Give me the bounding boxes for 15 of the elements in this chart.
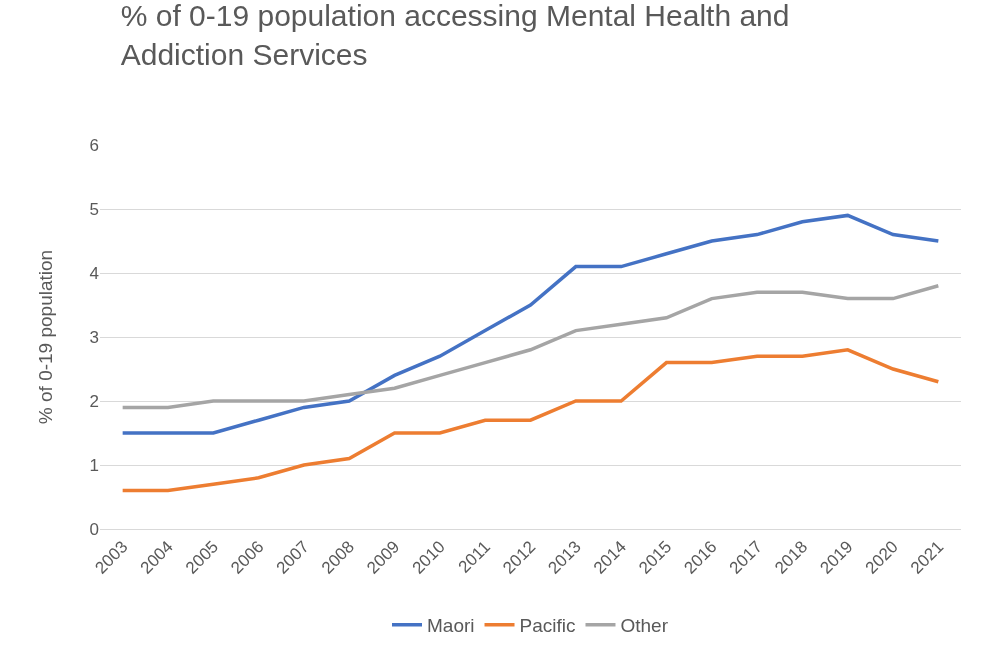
y-axis-title: % of 0-19 population [35,249,56,425]
y-tick-label: 2 [89,391,99,411]
legend-label: Pacific [519,615,576,637]
y-tick-label: 0 [89,519,99,539]
line-series [120,348,941,493]
legend-label: Maori [427,615,475,637]
y-tick-label: 4 [89,263,99,283]
y-tick-label: 5 [89,199,99,219]
legend-label: Other [620,615,669,637]
line-series [120,284,941,410]
y-tick-label: 1 [89,455,99,475]
y-tick-label: 6 [89,135,99,155]
line-series [120,213,941,435]
chart-title: % of 0-19 population accessing Mental Health and Addiction Services [120,0,790,72]
y-tick-label: 3 [89,327,99,347]
